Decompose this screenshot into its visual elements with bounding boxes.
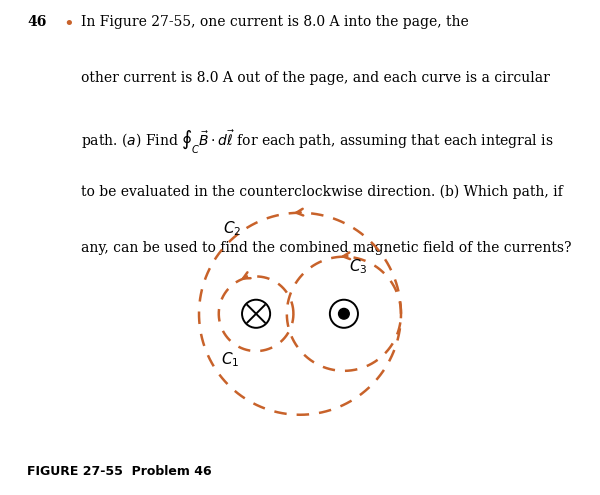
Text: other current is 8.0 A out of the page, and each curve is a circular: other current is 8.0 A out of the page, … (81, 71, 550, 85)
Text: •: • (63, 15, 74, 33)
Text: $C_2$: $C_2$ (223, 219, 241, 238)
Circle shape (338, 308, 349, 319)
Text: 46: 46 (27, 15, 46, 29)
Text: to be evaluated in the counterclockwise direction. (b) Which path, if: to be evaluated in the counterclockwise … (81, 184, 563, 198)
Text: In Figure 27-55, one current is 8.0 A into the page, the: In Figure 27-55, one current is 8.0 A in… (81, 15, 469, 29)
Text: path. ($a$) Find $\oint_C \vec{B} \cdot d\vec{\ell}$ for each path, assuming tha: path. ($a$) Find $\oint_C \vec{B} \cdot … (81, 128, 553, 155)
Text: any, can be used to find the combined magnetic field of the currents?: any, can be used to find the combined ma… (81, 241, 571, 254)
Text: FIGURE 27-55  Problem 46: FIGURE 27-55 Problem 46 (27, 465, 212, 478)
Text: $C_3$: $C_3$ (349, 257, 368, 276)
Text: $C_1$: $C_1$ (221, 350, 239, 369)
